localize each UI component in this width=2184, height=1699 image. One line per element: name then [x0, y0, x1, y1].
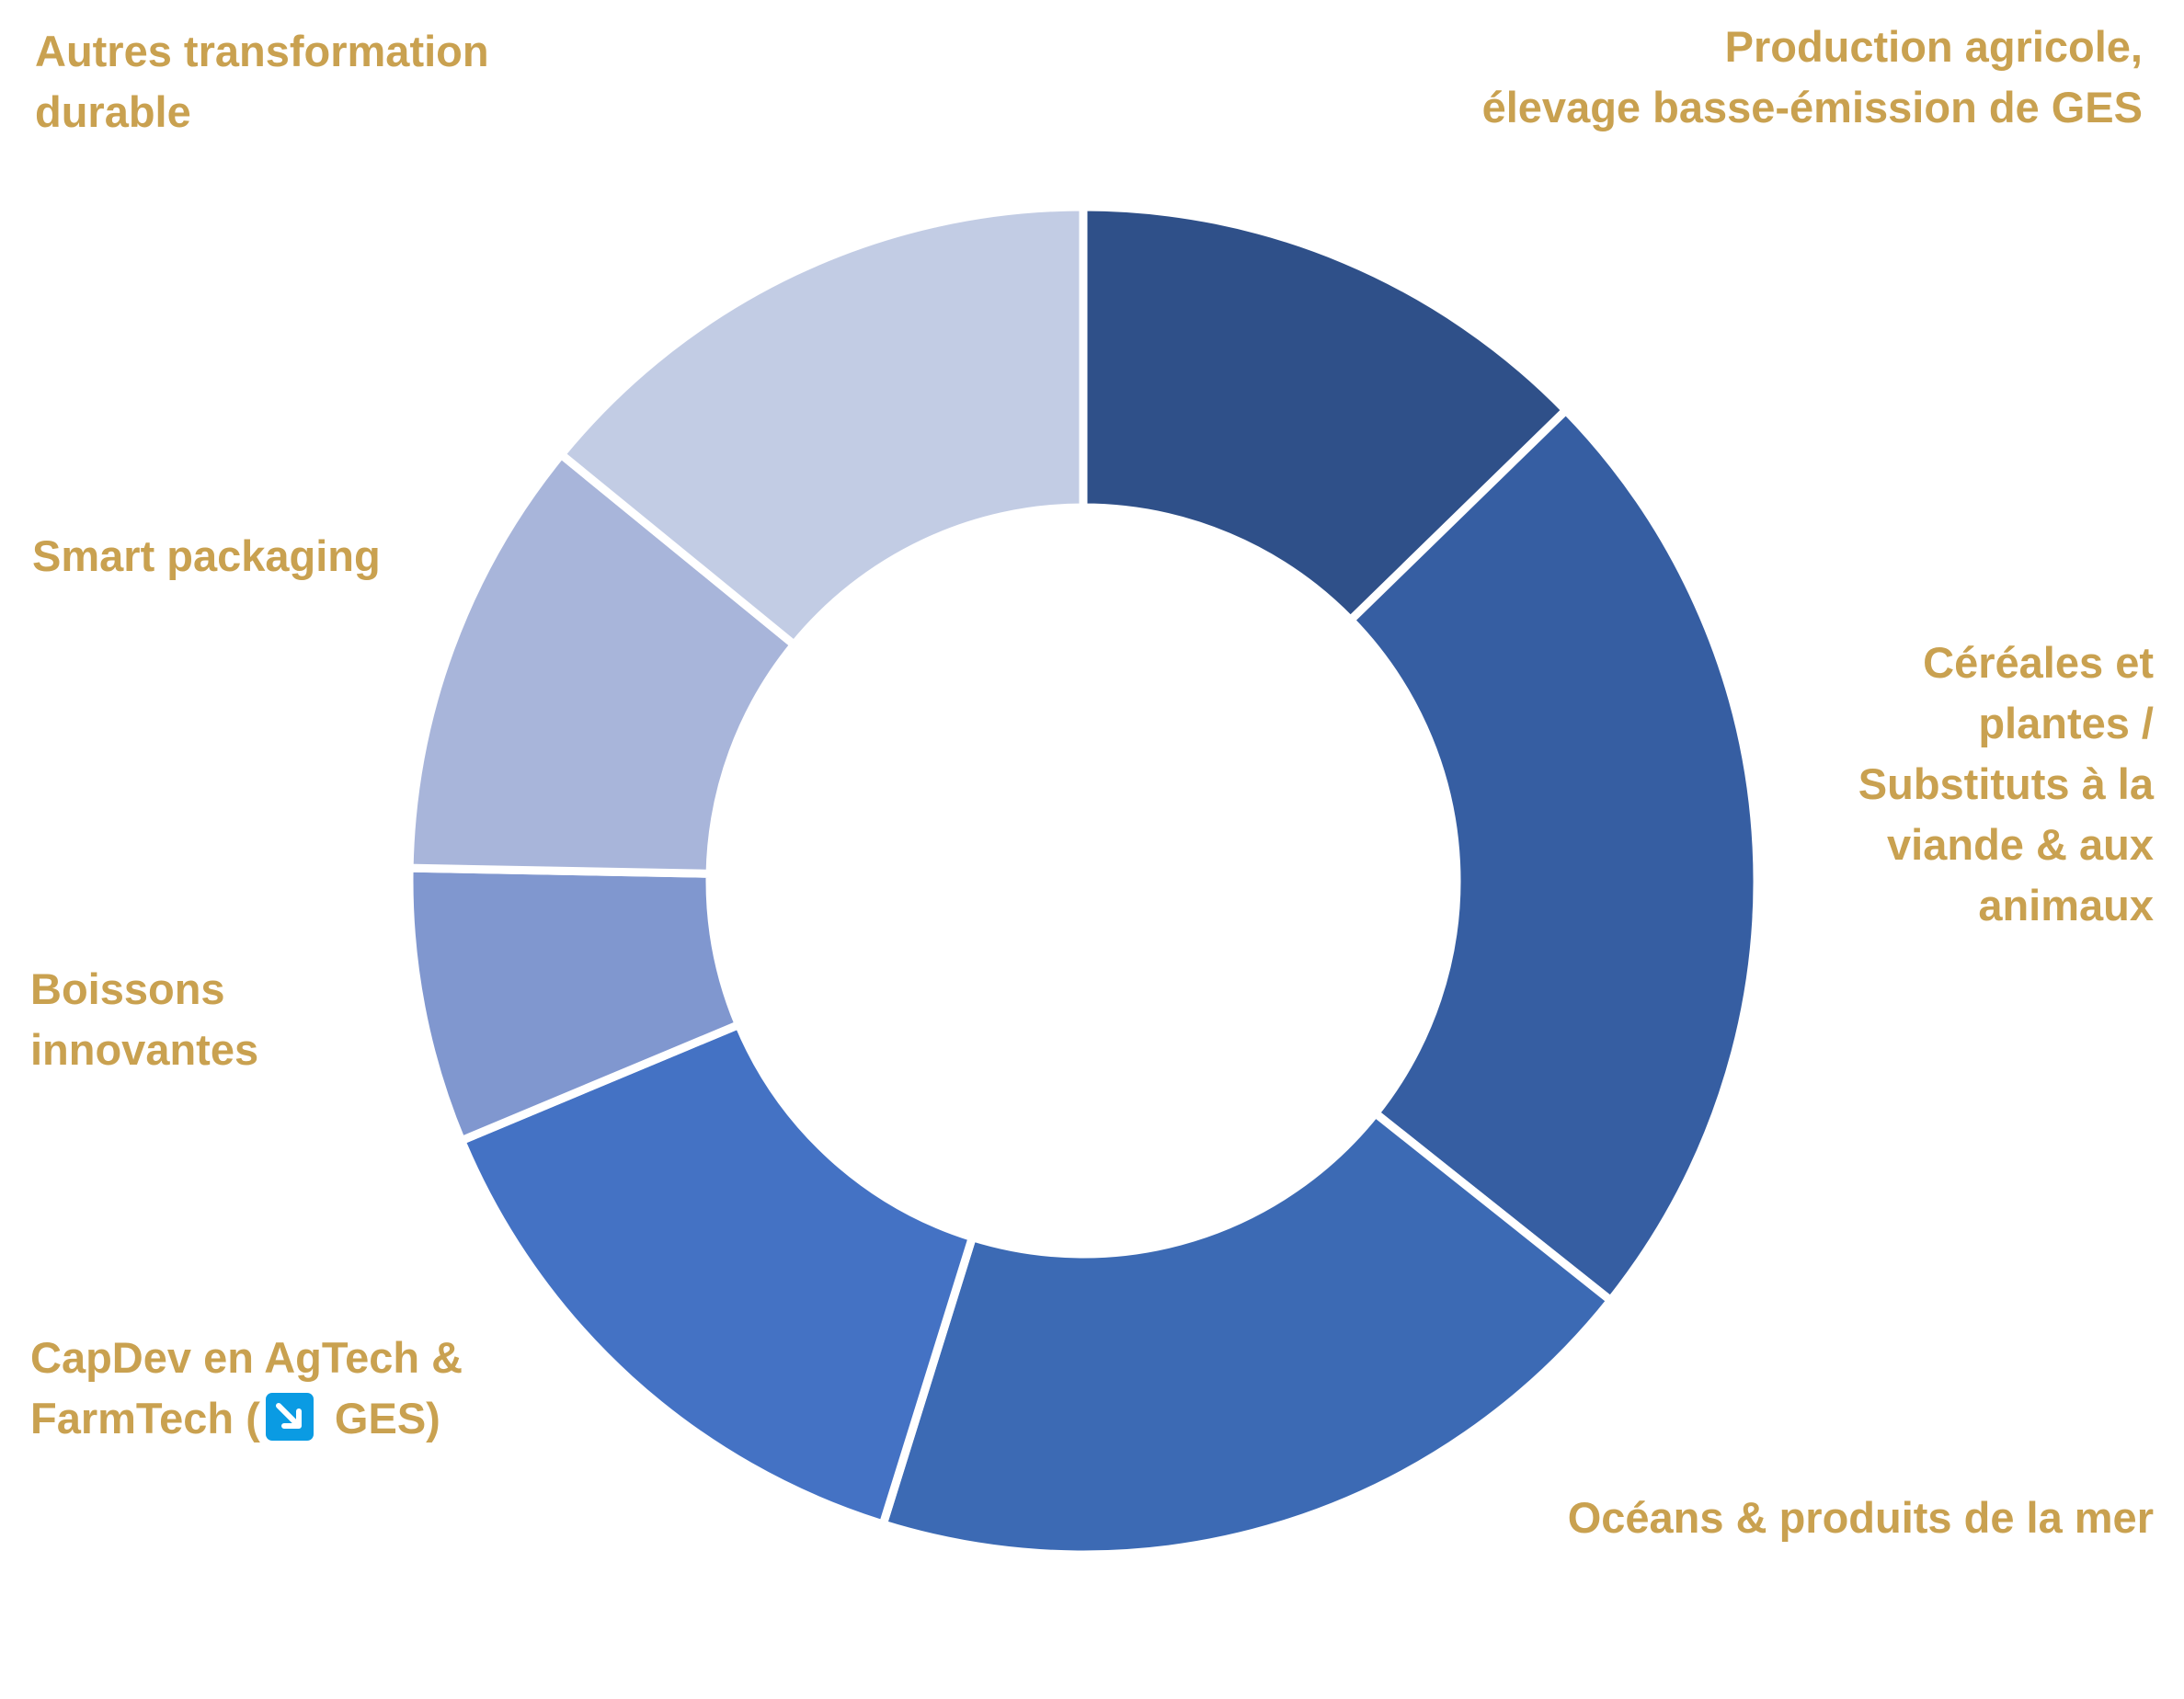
- label-production-agricole: Production agricole, élevage basse-émiss…: [1482, 17, 2143, 138]
- donut-segment-6: [405, 448, 800, 878]
- donut-segment-3: [877, 1107, 1617, 1559]
- label-autres-line-2: durable: [35, 87, 191, 136]
- label-capdev-line-2: FarmTech ( GES): [30, 1388, 463, 1449]
- label-oceans: Océans & produits de la mer: [1568, 1488, 2154, 1548]
- label-capdev-line-1: CapDev en AgTech &: [30, 1333, 463, 1382]
- label-smart-packaging: Smart packaging: [32, 526, 381, 587]
- label-cereales-line-4: viande & aux: [1887, 820, 2154, 869]
- label-autres-line-1: Autres transformation: [35, 27, 489, 75]
- label-cereales-plantes: Céréales et plantes / Substituts à la vi…: [1858, 633, 2154, 936]
- label-boissons-line-2: innovantes: [30, 1025, 259, 1074]
- donut-segment-1: [1079, 202, 1572, 626]
- donut-segment-2: [1344, 404, 1762, 1306]
- label-smart-line-1: Smart packaging: [32, 531, 381, 580]
- label-oceans-line-1: Océans & produits de la mer: [1567, 1493, 2154, 1542]
- donut-segment-7: [555, 202, 1088, 651]
- donut-segment-4: [455, 1019, 978, 1530]
- label-cereales-line-2: plantes /: [1978, 699, 2154, 747]
- label-autres-transformation: Autres transformation durable: [35, 21, 489, 143]
- label-cereales-line-1: Céréales et: [1923, 638, 2154, 687]
- label-cereales-line-5: animaux: [1978, 881, 2154, 929]
- label-capdev-line-2-prefix: FarmTech (: [30, 1394, 260, 1442]
- label-production-line-1: Production agricole,: [1724, 22, 2143, 71]
- label-cereales-line-3: Substituts à la: [1858, 759, 2154, 808]
- label-boissons-line-1: Boissons: [30, 964, 225, 1013]
- label-boissons: Boissons innovantes: [30, 959, 258, 1080]
- label-capdev: CapDev en AgTech & FarmTech ( GES): [30, 1328, 463, 1449]
- label-capdev-line-2-suffix: GES): [322, 1394, 440, 1442]
- arrow-down-right-icon: [265, 1393, 314, 1441]
- label-production-line-2: élevage basse-émission de GES: [1481, 83, 2143, 131]
